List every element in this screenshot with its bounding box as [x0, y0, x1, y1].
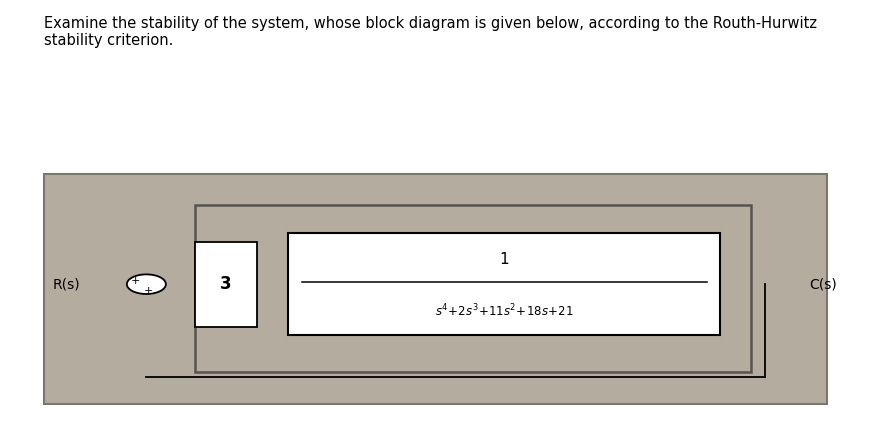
Text: 3: 3 [220, 275, 232, 293]
Text: +: + [144, 286, 152, 296]
Text: 1: 1 [499, 252, 509, 267]
Text: C(s): C(s) [808, 277, 835, 291]
Text: R(s): R(s) [52, 277, 80, 291]
Text: Examine the stability of the system, whose block diagram is given below, accordi: Examine the stability of the system, who… [44, 16, 816, 48]
Text: $s^4\!+\!2s^3\!+\!11s^2\!+\!18s\!+\!21$: $s^4\!+\!2s^3\!+\!11s^2\!+\!18s\!+\!21$ [434, 303, 573, 319]
Text: +: + [131, 276, 140, 286]
